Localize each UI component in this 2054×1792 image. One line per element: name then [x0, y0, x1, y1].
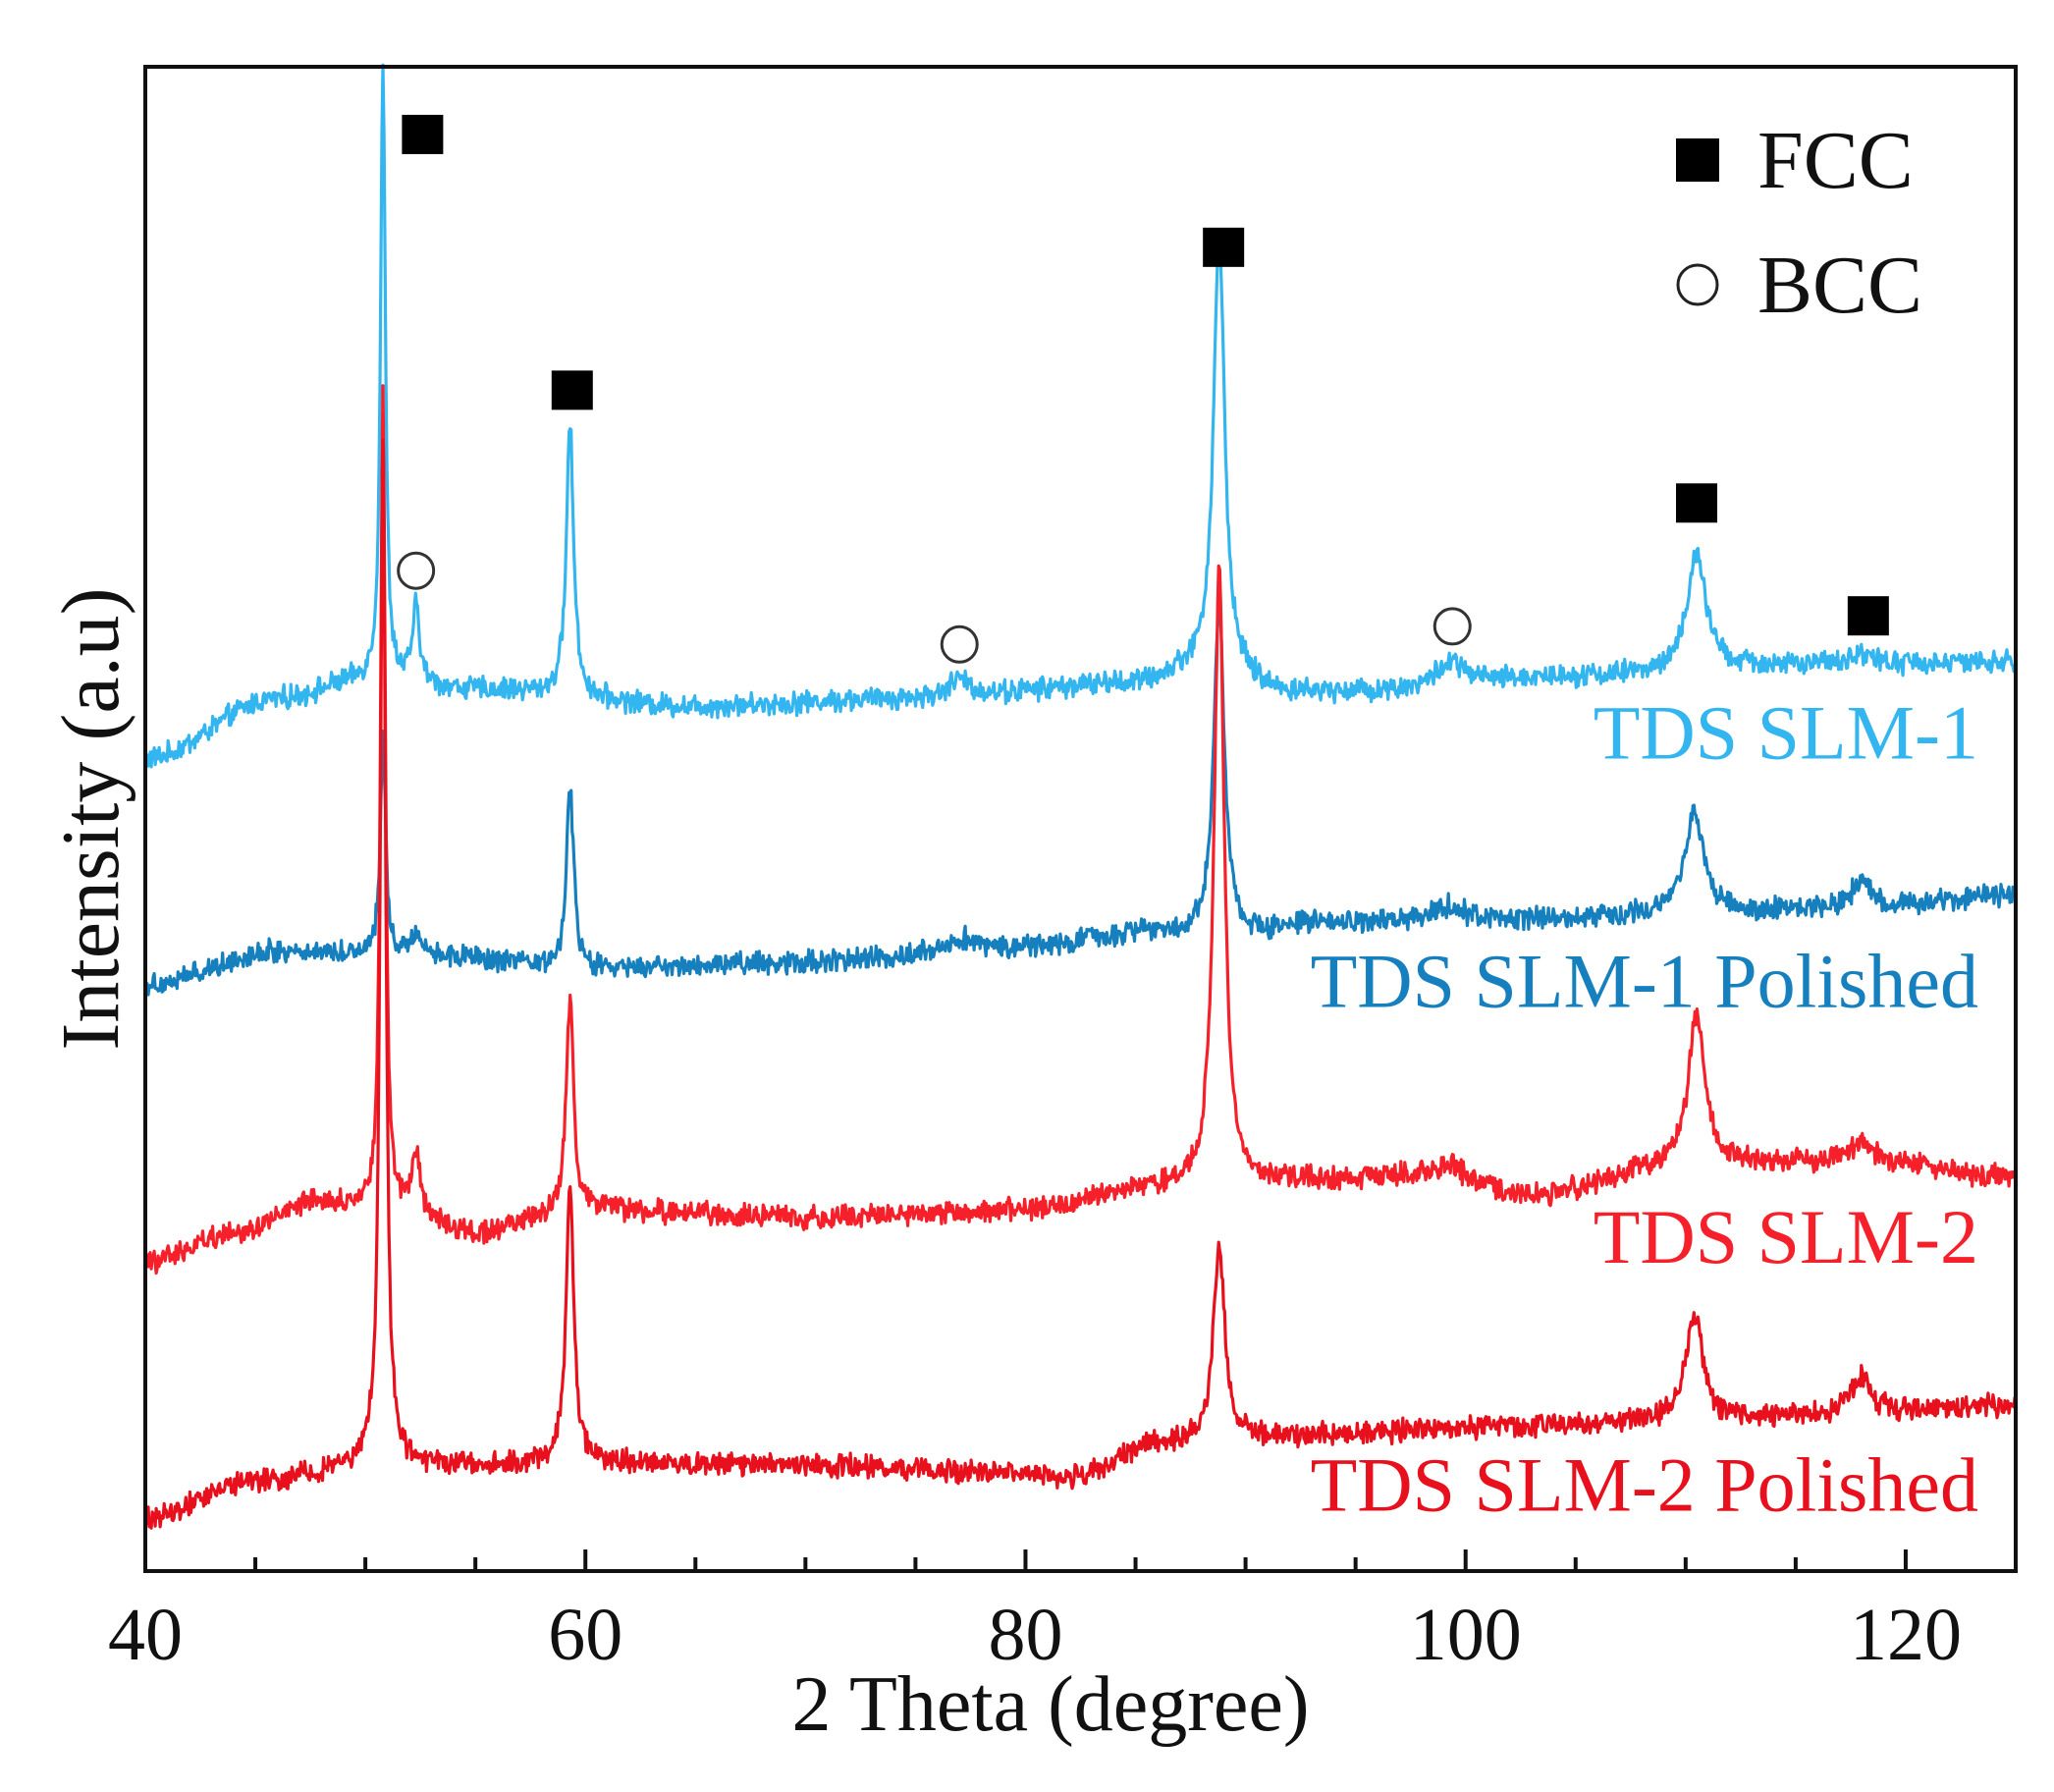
bcc-peak-marker: [397, 551, 436, 590]
series-label: TDS SLM-2: [1594, 1194, 1978, 1279]
bcc-peak-marker: [1432, 607, 1472, 646]
x-axis-title: 2 Theta (degree): [791, 1661, 1309, 1748]
x-tick-label: 120: [1850, 1594, 1962, 1676]
phase-markers: [397, 114, 1889, 664]
plot-frame: [143, 65, 2018, 1573]
series-layer: [143, 63, 2017, 1530]
fcc-peak-marker: [402, 114, 444, 154]
fcc-peak-marker: [1676, 483, 1718, 523]
series-label: TDS SLM-2 Polished: [1311, 1442, 1978, 1528]
legend-label: FCC: [1757, 115, 1914, 206]
fcc-peak-marker: [1203, 227, 1245, 267]
x-tick-label: 60: [548, 1594, 622, 1676]
bcc-peak-marker: [940, 624, 979, 664]
y-axis-title: Intensity (a.u): [45, 587, 136, 1050]
x-tick-label: 40: [108, 1594, 183, 1676]
legend: FCC BCC: [1676, 115, 1922, 331]
series-line-tds-slm-1-polished: [143, 608, 2016, 997]
series-line-tds-slm-1: [143, 63, 2017, 769]
x-tick-label: 100: [1410, 1594, 1522, 1676]
series-labels: TDS SLM-1 TDS SLM-1 Polished TDS SLM-2 TDS …: [1311, 690, 1978, 1528]
legend-bcc-icon: [1676, 263, 1719, 306]
series-label: TDS SLM-1: [1594, 690, 1978, 776]
series-label: TDS SLM-1 Polished: [1311, 939, 1978, 1024]
series-line-tds-slm-2: [143, 384, 2017, 1276]
series-line-tds-slm-2-polished: [143, 438, 2017, 1530]
legend-fcc-icon: [1676, 138, 1719, 182]
legend-label: BCC: [1757, 240, 1922, 331]
fcc-peak-marker: [551, 370, 593, 410]
fcc-peak-marker: [1847, 596, 1889, 636]
x-tick-label: 80: [988, 1594, 1062, 1676]
x-axis-ticks: 40 60 80 100 120: [108, 1549, 2018, 1676]
